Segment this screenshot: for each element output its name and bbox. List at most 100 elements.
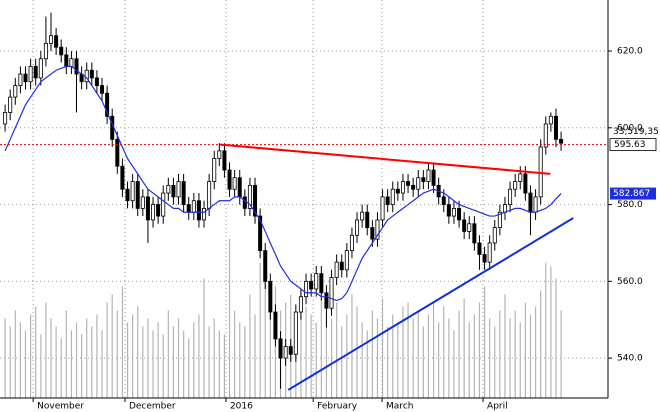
candle-body — [227, 169, 232, 190]
volume-bar — [24, 330, 27, 398]
volume-bar — [555, 278, 557, 398]
candle-body — [457, 208, 462, 221]
volume-bar — [468, 322, 470, 398]
candle-body — [502, 204, 507, 213]
candle-body — [487, 242, 492, 263]
volume-bar — [341, 326, 343, 398]
candle-body — [416, 177, 421, 190]
volume-bar — [412, 318, 414, 398]
volume-bar — [126, 322, 129, 398]
candle-body — [324, 292, 329, 309]
candle-body — [365, 211, 370, 228]
volume-bar — [172, 326, 175, 398]
candle-body — [54, 35, 59, 48]
candle-body — [69, 58, 74, 67]
candle-body — [451, 208, 456, 217]
candle-body — [400, 181, 405, 194]
y-tick-label: 540.0 — [617, 354, 643, 364]
volume-bar — [366, 330, 368, 398]
x-tick-label: 2016 — [230, 402, 253, 412]
x-tick-label: December — [129, 402, 176, 412]
volume-bar — [203, 278, 205, 398]
candle-body — [293, 311, 298, 355]
candle-body — [263, 250, 268, 282]
candle-body — [89, 69, 94, 79]
volume-bar — [198, 314, 200, 398]
candle-body — [421, 177, 426, 182]
candle-body — [38, 58, 43, 79]
candle-body — [100, 85, 105, 94]
volume-bar — [223, 334, 226, 398]
volume-bar — [376, 318, 379, 398]
candle-body — [370, 227, 375, 240]
volume-bar — [116, 310, 118, 398]
volume-bar — [519, 322, 521, 398]
volume-bar — [351, 294, 353, 398]
candle-body — [548, 115, 553, 125]
volume-bar — [45, 302, 47, 398]
candle-body — [395, 188, 400, 194]
volume-bar — [162, 334, 164, 398]
candle-body — [33, 65, 38, 79]
candle-body — [375, 219, 380, 240]
volume-bar — [504, 294, 506, 398]
candle-body — [467, 223, 472, 232]
candle-body — [207, 181, 212, 209]
volume-bar — [239, 322, 241, 398]
volume-bar — [320, 298, 322, 398]
volume-bar — [142, 326, 144, 398]
candle-body — [13, 85, 18, 98]
y-tick-label: 600.0 — [617, 123, 643, 133]
candle-body — [273, 311, 278, 340]
candle-body — [253, 184, 258, 217]
candle-body — [232, 177, 237, 190]
volume-bar — [249, 294, 251, 398]
candle-body — [161, 192, 166, 217]
volume-bar — [494, 326, 496, 398]
volume-bar — [483, 286, 486, 398]
volume-bar — [478, 302, 481, 398]
volume-bar — [356, 306, 358, 398]
candle-body — [94, 77, 99, 86]
candle-body — [390, 188, 395, 205]
x-tick-label: November — [37, 402, 84, 412]
candle-body — [171, 184, 176, 198]
volume-bar — [264, 278, 266, 398]
volume-bar — [96, 314, 98, 398]
moving-average — [4, 65, 562, 302]
candle-body — [482, 254, 487, 263]
volume-bar — [193, 322, 195, 398]
volume-bar — [529, 314, 532, 398]
volume-bar — [499, 310, 501, 398]
volume-bar — [218, 330, 220, 398]
candle-body — [355, 219, 360, 236]
volume-bar — [473, 314, 475, 398]
volume-bar — [19, 322, 22, 398]
candle-body — [406, 181, 411, 186]
candle-body — [508, 188, 513, 205]
candle-body — [242, 196, 247, 209]
volume-bar — [300, 290, 302, 398]
candle-body — [222, 150, 227, 171]
volume-bar — [40, 334, 42, 398]
candle-body — [523, 173, 528, 194]
volume-bar — [305, 306, 307, 398]
candle-body — [23, 73, 28, 83]
candle-body — [186, 204, 191, 213]
candle-body — [258, 215, 263, 252]
volume-bar — [60, 338, 62, 398]
volume-bar — [269, 298, 271, 398]
candle-body — [156, 204, 161, 217]
volume-bar — [392, 314, 394, 398]
candle-body — [145, 196, 150, 221]
y-tick-label: 620.0 — [617, 47, 643, 57]
candle-body — [446, 204, 451, 217]
candle-body — [105, 92, 110, 117]
candle-body — [349, 234, 354, 252]
candle-body — [344, 250, 349, 271]
candle-body — [140, 196, 145, 209]
candle-body — [334, 261, 339, 278]
candle-body — [497, 211, 502, 228]
volume-bar — [106, 302, 108, 398]
candle-body — [513, 181, 518, 190]
